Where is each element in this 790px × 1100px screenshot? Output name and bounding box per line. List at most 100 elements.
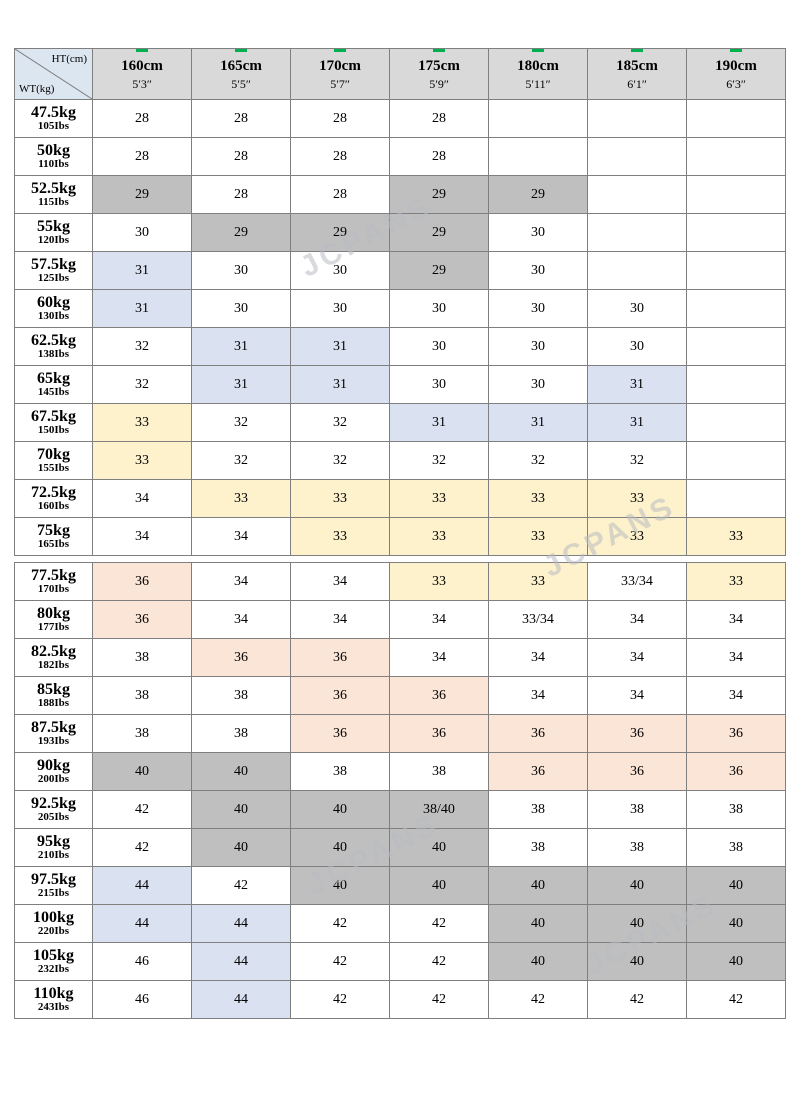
weight-lbs-label: 110Ibs (38, 158, 69, 171)
size-cell: 38 (488, 828, 588, 867)
size-cell: 38/40 (389, 790, 489, 829)
size-cell: 34 (686, 600, 786, 639)
weight-kg-label: 82.5kg (31, 642, 76, 660)
weight-lbs-label: 105Ibs (37, 120, 70, 133)
size-cell: 31 (290, 327, 390, 366)
weight-kg-label: 52.5kg (31, 179, 76, 197)
table-row: 70kg 155Ibs 33 32 32 32 32 32 (14, 441, 786, 480)
size-cell: 32 (587, 441, 687, 480)
size-cell: 34 (587, 676, 687, 715)
row-header-67.5kg: 67.5kg 150Ibs (14, 403, 93, 442)
header-row: HT(cm) WT(kg) 160cm 5′3″ 165cm 5′5″ 170cm 5′7″ 1… (14, 48, 786, 100)
table-row: 50kg 110Ibs 28 28 28 28 (14, 137, 786, 176)
row-header-85kg: 85kg 188Ibs (14, 676, 93, 715)
size-cell: 40 (587, 866, 687, 905)
column-feet-label: 5′3″ (132, 76, 152, 91)
size-cell: 38 (92, 676, 192, 715)
size-cell: 32 (389, 441, 489, 480)
size-cell (587, 213, 687, 252)
size-cell: 30 (290, 251, 390, 290)
size-cell: 40 (290, 790, 390, 829)
size-cell: 32 (290, 403, 390, 442)
size-cell: 28 (290, 99, 390, 138)
row-header-77.5kg: 77.5kg 170Ibs (14, 562, 93, 601)
size-cell: 38 (191, 676, 291, 715)
size-cell: 44 (191, 904, 291, 943)
column-cm-label: 190cm (715, 58, 757, 75)
row-header-97.5kg: 97.5kg 215Ibs (14, 866, 93, 905)
row-header-95kg: 95kg 210Ibs (14, 828, 93, 867)
size-cell: 31 (587, 403, 687, 442)
row-header-52.5kg: 52.5kg 115Ibs (14, 175, 93, 214)
weight-lbs-label: 193Ibs (37, 735, 70, 748)
size-cell: 36 (92, 562, 192, 601)
row-header-70kg: 70kg 155Ibs (14, 441, 93, 480)
size-cell: 33 (389, 479, 489, 518)
weight-kg-label: 105kg (33, 946, 74, 964)
size-cell: 31 (92, 251, 192, 290)
size-cell: 34 (290, 562, 390, 601)
weight-lbs-label: 243Ibs (37, 1001, 70, 1014)
size-cell: 29 (488, 175, 588, 214)
table-row: 95kg 210Ibs 42 40 40 40 38 38 38 (14, 828, 786, 867)
column-cm-label: 170cm (319, 58, 361, 75)
table-row: 47.5kg 105Ibs 28 28 28 28 (14, 99, 786, 138)
weight-lbs-label: 145Ibs (37, 386, 70, 399)
weight-kg-label: 87.5kg (31, 718, 76, 736)
size-cell (587, 137, 687, 176)
size-cell: 36 (587, 714, 687, 753)
table-row: 67.5kg 150Ibs 33 32 32 31 31 31 (14, 403, 786, 442)
size-cell: 34 (191, 600, 291, 639)
row-header-75kg: 75kg 165Ibs (14, 517, 93, 556)
size-cell: 40 (191, 828, 291, 867)
table-row: 90kg 200Ibs 40 40 38 38 36 36 36 (14, 752, 786, 791)
weight-lbs-label: 165Ibs (37, 538, 70, 551)
column-header-160cm: 160cm 5′3″ (92, 48, 192, 100)
column-feet-label: 5′11″ (525, 76, 551, 91)
size-cell: 30 (488, 289, 588, 328)
size-cell: 40 (389, 828, 489, 867)
size-cell: 28 (191, 175, 291, 214)
weight-kg-label: 97.5kg (31, 870, 76, 888)
size-cell: 38 (290, 752, 390, 791)
size-cell (686, 137, 786, 176)
size-cell: 29 (389, 251, 489, 290)
size-cell: 36 (686, 752, 786, 791)
size-cell: 36 (389, 714, 489, 753)
size-cell: 31 (290, 365, 390, 404)
corner-header-cell: HT(cm) WT(kg) (14, 48, 93, 100)
weight-kg-label: 47.5kg (31, 103, 76, 121)
size-cell: 44 (92, 904, 192, 943)
size-cell: 36 (92, 600, 192, 639)
size-cell: 28 (290, 175, 390, 214)
weight-kg-label: 110kg (33, 984, 74, 1002)
size-cell: 38 (686, 828, 786, 867)
size-cell: 34 (191, 517, 291, 556)
size-cell: 33 (290, 517, 390, 556)
size-cell: 33 (488, 517, 588, 556)
column-feet-label: 5′7″ (330, 76, 350, 91)
size-cell: 42 (290, 904, 390, 943)
row-header-65kg: 65kg 145Ibs (14, 365, 93, 404)
weight-kg-label: 60kg (37, 293, 70, 311)
table-row: 82.5kg 182Ibs 38 36 36 34 34 34 34 (14, 638, 786, 677)
weight-lbs-label: 130Ibs (37, 310, 70, 323)
green-tick-icon (136, 49, 148, 52)
weight-kg-label: 77.5kg (31, 566, 76, 584)
weight-lbs-label: 160Ibs (37, 500, 70, 513)
column-cm-label: 175cm (418, 58, 460, 75)
weight-kg-label: 70kg (37, 445, 70, 463)
size-cell: 28 (290, 137, 390, 176)
size-cell (686, 175, 786, 214)
size-cell: 40 (389, 866, 489, 905)
size-cell (686, 213, 786, 252)
row-header-82.5kg: 82.5kg 182Ibs (14, 638, 93, 677)
size-cell: 38 (587, 828, 687, 867)
size-cell: 33 (191, 479, 291, 518)
size-cell: 28 (92, 99, 192, 138)
size-cell: 34 (686, 676, 786, 715)
weight-lbs-label: 210Ibs (37, 849, 70, 862)
green-tick-icon (334, 49, 346, 52)
table-row: 92.5kg 205Ibs 42 40 40 38/40 38 38 38 (14, 790, 786, 829)
diagonal-line (15, 49, 92, 99)
